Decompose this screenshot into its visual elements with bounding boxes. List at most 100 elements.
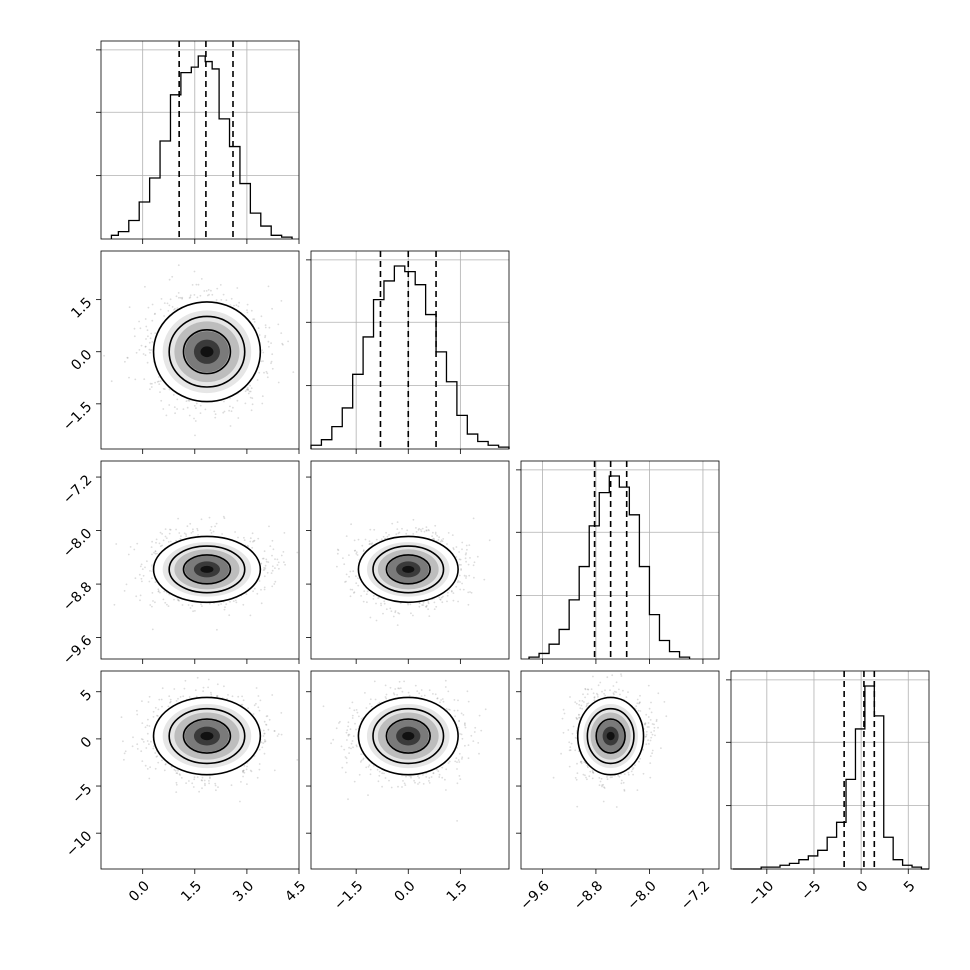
sample-point [235, 601, 238, 604]
sample-point [361, 544, 364, 547]
sample-point [353, 539, 356, 542]
sample-point [257, 695, 260, 697]
sample-point [263, 752, 266, 755]
sample-point [355, 575, 357, 578]
sample-point [147, 718, 149, 721]
sample-point [262, 360, 264, 362]
sample-point [193, 294, 196, 296]
sample-point [446, 600, 448, 603]
contour-line [168, 315, 246, 388]
sample-point [353, 592, 355, 594]
sample-point [433, 538, 435, 541]
sample-point [421, 604, 423, 606]
sample-point [168, 304, 171, 307]
sample-point [427, 528, 430, 531]
contour-line [372, 545, 445, 594]
sample-point [159, 391, 161, 393]
sample-point [187, 399, 190, 402]
sample-point [251, 546, 254, 549]
sample-point [156, 552, 158, 555]
contour-line [168, 545, 246, 594]
sample-point [265, 370, 268, 373]
sample-point [134, 378, 137, 381]
sample-point [256, 379, 259, 381]
panel-content [336, 517, 491, 626]
sample-point [281, 342, 284, 345]
sample-point [368, 543, 371, 546]
sample-point [296, 551, 299, 554]
hist-panel [306, 250, 510, 450]
sample-point [207, 289, 210, 291]
sample-point [151, 553, 153, 556]
sample-point [139, 565, 142, 568]
sample-point [224, 606, 226, 609]
sample-point [452, 548, 455, 551]
sample-point [169, 698, 172, 701]
sample-point [282, 343, 284, 346]
sample-point [274, 580, 277, 583]
sample-point [418, 605, 421, 608]
sample-point [154, 550, 157, 553]
sample-point [150, 349, 152, 351]
sample-point [169, 540, 172, 543]
sample-point [185, 535, 188, 537]
sample-point [385, 531, 387, 534]
sample-point [251, 397, 254, 400]
sample-point [181, 296, 184, 299]
sample-point [258, 334, 261, 336]
sample-point [366, 590, 369, 593]
sample-point [247, 392, 250, 395]
sample-point [194, 420, 197, 422]
contour-line [182, 554, 232, 585]
sample-point [425, 604, 428, 607]
sample-point [128, 306, 131, 309]
sample-point [168, 404, 171, 406]
sample-point [247, 388, 250, 391]
sample-point [463, 574, 466, 577]
sample-point [164, 535, 167, 538]
sample-point [355, 552, 358, 555]
sample-point [210, 289, 212, 292]
sample-point [204, 784, 206, 787]
sample-point [425, 529, 428, 532]
sample-point [459, 558, 462, 561]
sample-point [421, 527, 424, 530]
sample-point [177, 264, 180, 267]
sample-point [441, 540, 444, 543]
sample-point [157, 590, 160, 593]
sample-point [216, 683, 219, 686]
sample-point [177, 292, 180, 294]
sample-point [148, 580, 151, 583]
sample-point [352, 570, 355, 573]
sample-point [196, 296, 199, 299]
sample-point [195, 407, 197, 409]
sample-point [382, 612, 384, 615]
sample-point [348, 575, 350, 578]
sample-point [457, 580, 460, 582]
sample-point [252, 590, 255, 593]
sample-point [355, 582, 358, 585]
sample-point [465, 552, 467, 555]
panel-content [103, 264, 295, 437]
sample-point [222, 411, 225, 414]
sample-point [210, 693, 213, 696]
sample-point [483, 578, 486, 581]
density-peak [200, 565, 214, 573]
sample-point [171, 306, 174, 308]
sample-point [126, 357, 129, 359]
sample-point [155, 538, 158, 541]
sample-point [271, 353, 274, 356]
sample-point [213, 410, 216, 413]
sample-point [433, 601, 436, 604]
sample-point [440, 539, 443, 542]
sample-point [437, 538, 440, 541]
sample-point [161, 687, 164, 690]
sample-point [167, 310, 170, 312]
panel-background [521, 461, 719, 659]
sample-point [203, 290, 206, 292]
sample-point [228, 409, 231, 412]
sample-point [238, 301, 241, 304]
sample-point [150, 546, 153, 548]
sample-point [271, 367, 274, 370]
sample-point [215, 299, 218, 301]
